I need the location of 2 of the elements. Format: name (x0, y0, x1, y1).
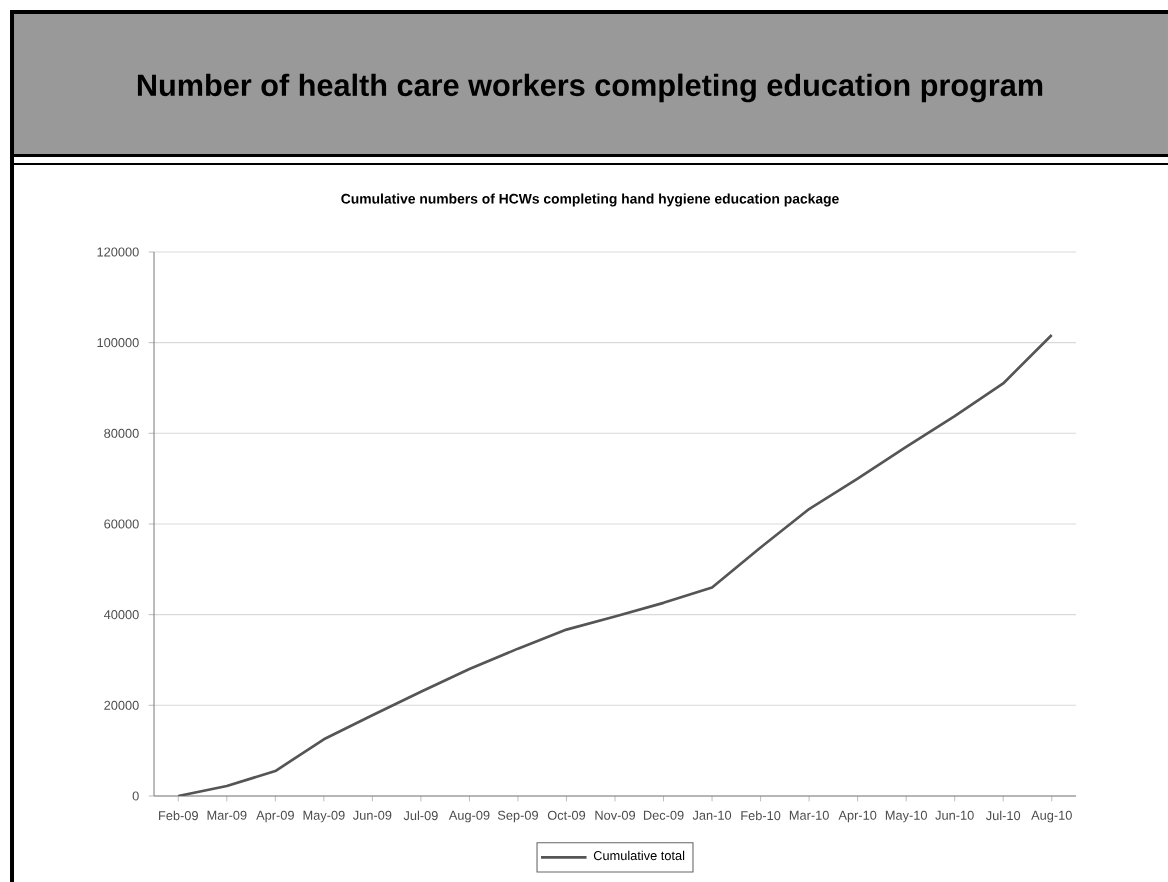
line-series (176, 333, 1054, 796)
chart-title: Number of health care workers completing education program (137, 73, 1043, 103)
